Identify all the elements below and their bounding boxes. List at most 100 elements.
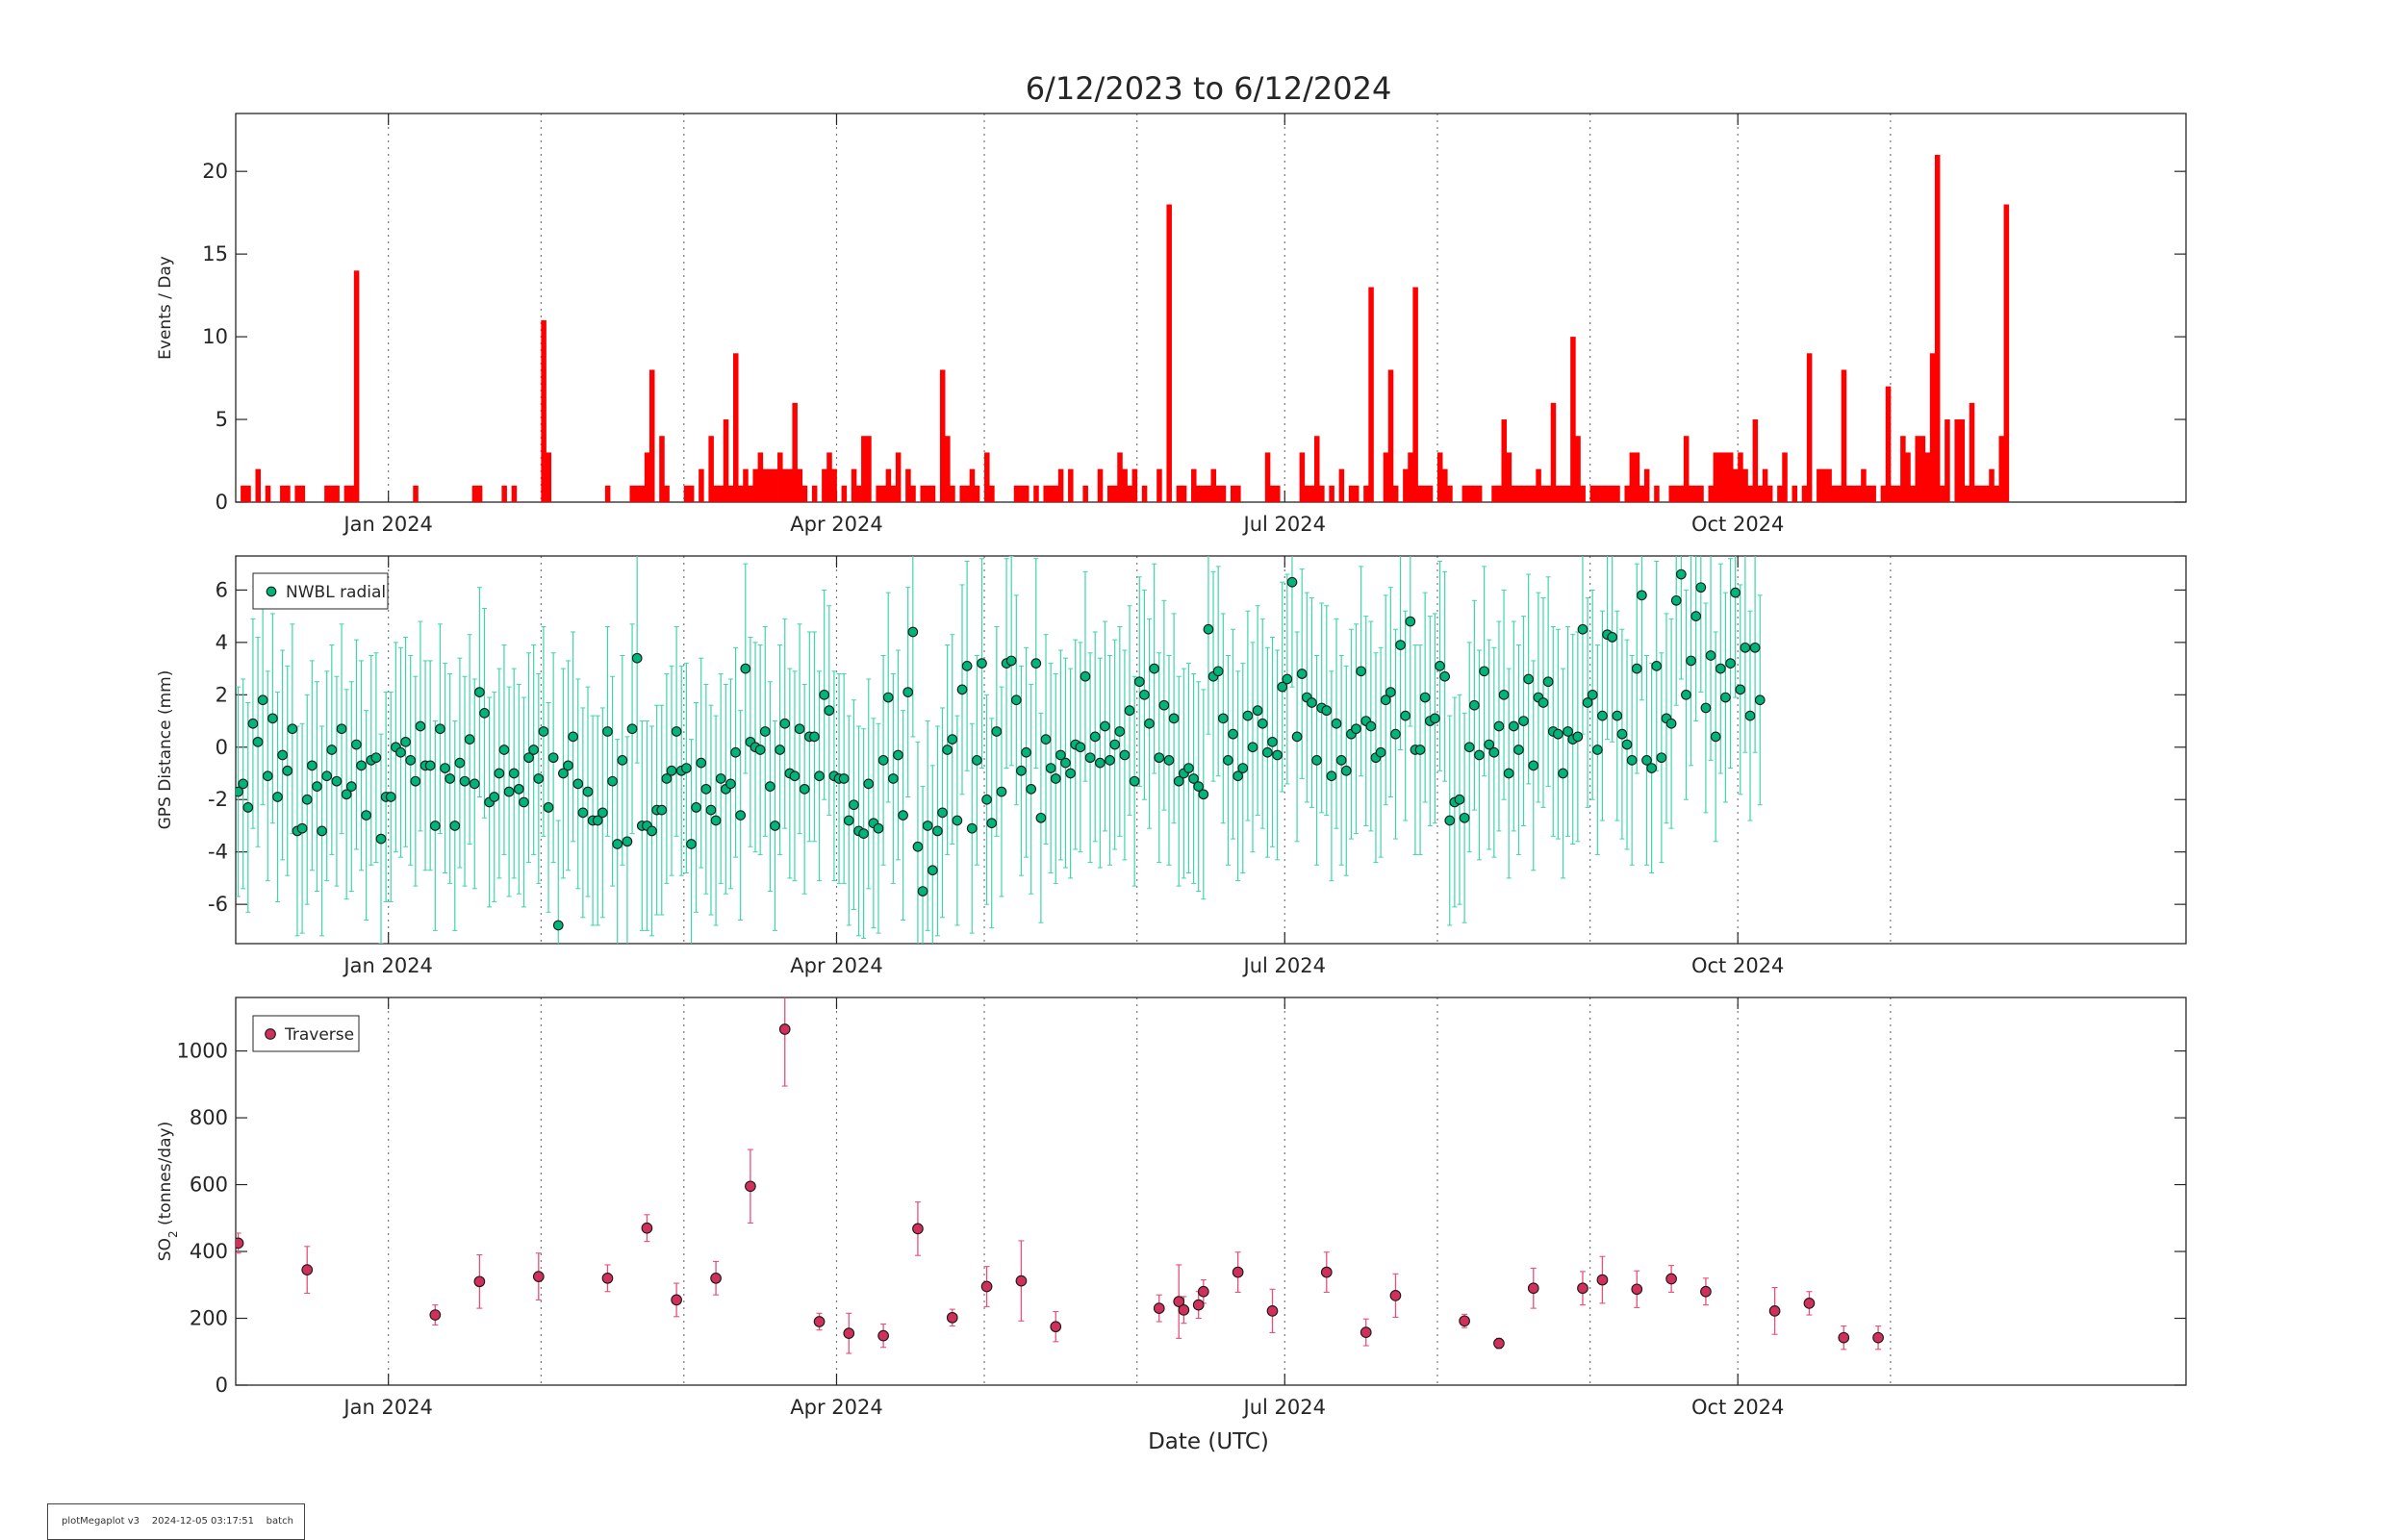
gps-point — [1749, 642, 1761, 653]
event-bar — [1235, 485, 1241, 502]
gps-point — [1607, 632, 1618, 643]
gps-point — [1282, 673, 1293, 685]
gps-point — [1665, 718, 1677, 729]
panel1-ytick-label: 5 — [216, 408, 228, 431]
gps-point — [765, 781, 775, 792]
panel2-xtick-label: Jul 2024 — [1242, 954, 1326, 977]
event-bar — [1348, 485, 1355, 502]
panel1-ytick-label: 20 — [202, 160, 228, 183]
gps-point — [1233, 770, 1244, 782]
event-bar — [1387, 369, 1394, 502]
panel2-ytick-label: -2 — [208, 788, 228, 811]
event-bar — [1097, 468, 1104, 502]
gps-point — [454, 757, 466, 769]
event-bar — [343, 485, 350, 502]
gps-point — [1149, 663, 1159, 674]
gps-point — [1163, 755, 1175, 766]
panel2-xtick-label: Apr 2024 — [790, 954, 882, 977]
gps-point — [474, 687, 485, 697]
event-bar — [1782, 452, 1788, 502]
chart-title: 6/12/2023 to 6/12/2024 — [1026, 70, 1392, 107]
so2-point — [1459, 1315, 1470, 1327]
gps-point — [1365, 720, 1377, 732]
gps-point — [1651, 661, 1663, 671]
event-bar — [1013, 485, 1020, 502]
gps-point — [1228, 728, 1238, 740]
event-bar — [1915, 436, 1920, 502]
gps-point — [582, 786, 594, 797]
event-bar — [1806, 353, 1813, 502]
gps-point — [809, 731, 820, 743]
event-bar — [831, 468, 837, 502]
event-bar — [1870, 485, 1876, 502]
event-bar — [1560, 485, 1566, 502]
event-bar — [511, 485, 518, 502]
gps-point — [296, 822, 308, 834]
gps-point — [1311, 755, 1322, 766]
gps-point — [1055, 749, 1066, 761]
so2-point — [1320, 1266, 1333, 1278]
gps-point — [754, 745, 766, 755]
gps-point — [1272, 749, 1283, 761]
so2-point — [671, 1294, 682, 1306]
legend-label: Traverse — [284, 1025, 354, 1045]
event-bar — [984, 452, 990, 502]
event-bar — [1057, 468, 1064, 502]
gps-point — [1591, 745, 1603, 755]
event-bar — [541, 319, 546, 502]
gps-point — [1193, 781, 1205, 792]
so2-point — [710, 1272, 722, 1284]
event-bar — [1801, 485, 1808, 502]
gps-point — [1400, 710, 1411, 721]
event-bar — [1141, 485, 1148, 502]
so2-point — [473, 1275, 486, 1288]
gps-point — [1621, 739, 1633, 750]
event-bar — [1629, 452, 1636, 502]
gps-point — [306, 760, 318, 771]
gps-point — [1670, 594, 1682, 606]
gps-point — [977, 658, 987, 669]
gps-point — [1681, 689, 1691, 700]
gps-point — [877, 755, 889, 766]
panel1-xtick-label: Jul 2024 — [1242, 513, 1326, 536]
event-bar — [1856, 485, 1862, 502]
event-bar — [1866, 485, 1871, 502]
x-axis-label: Date (UTC) — [1148, 1429, 1269, 1454]
gps-point — [770, 820, 780, 831]
gps-point — [947, 734, 958, 745]
event-bar — [1511, 485, 1517, 502]
event-bar — [1412, 287, 1418, 502]
event-bar — [1531, 485, 1537, 502]
event-bar — [1526, 485, 1532, 502]
gps-point — [1523, 673, 1535, 685]
event-bar — [732, 353, 739, 502]
gps-point — [1498, 689, 1510, 700]
event-bar — [727, 485, 734, 502]
event-bar — [767, 468, 774, 502]
event-bar — [723, 419, 729, 502]
gps-point — [922, 820, 933, 831]
gps-point — [1715, 663, 1726, 674]
gps-point — [1026, 783, 1037, 795]
gps-point — [508, 768, 520, 779]
event-bar — [1471, 485, 1478, 502]
gps-point — [538, 726, 549, 737]
event-bar — [1201, 485, 1207, 502]
gps-point — [494, 768, 505, 779]
gps-point — [252, 736, 264, 747]
panel1-xtick-label: Oct 2024 — [1691, 513, 1784, 536]
gps-point — [843, 815, 854, 826]
panel1-xtick-label: Jan 2024 — [342, 513, 433, 536]
event-bar — [1673, 485, 1680, 502]
event-bar — [1766, 485, 1773, 502]
event-bar — [822, 468, 827, 502]
event-bar — [1944, 419, 1950, 502]
event-bar — [1436, 452, 1443, 502]
gps-point — [1637, 590, 1647, 601]
event-bar — [1206, 485, 1211, 502]
event-bar — [1639, 485, 1645, 502]
event-bar — [959, 485, 965, 502]
gps-point — [1459, 812, 1470, 823]
event-bar — [1850, 485, 1857, 502]
gps-point — [1385, 687, 1396, 697]
